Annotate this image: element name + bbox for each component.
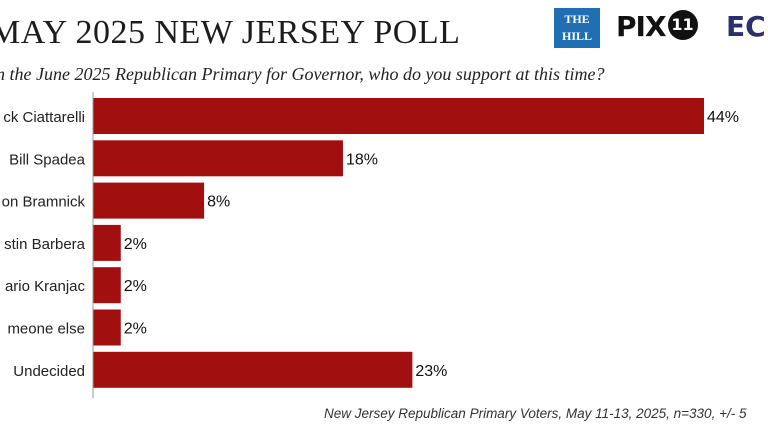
page-title: MAY 2025 NEW JERSEY POLL bbox=[0, 14, 461, 51]
value-label-1: 18% bbox=[346, 151, 378, 168]
category-label-6: Undecided bbox=[13, 363, 85, 380]
emerson-college-logo: EC bbox=[726, 10, 766, 43]
category-label-4: ario Kranjac bbox=[5, 278, 86, 295]
bar-0 bbox=[93, 98, 704, 134]
category-label-2: on Bramnick bbox=[2, 194, 86, 211]
category-label-1: Bill Spadea bbox=[9, 151, 86, 168]
value-label-4: 2% bbox=[124, 278, 147, 295]
bar-5 bbox=[93, 309, 121, 346]
value-label-3: 2% bbox=[124, 236, 147, 253]
category-label-0: ck Ciattarelli bbox=[3, 109, 85, 126]
pix11-logo-circle: 11 bbox=[667, 10, 698, 40]
value-label-6: 23% bbox=[415, 363, 447, 380]
hill-logo-line1: THE bbox=[564, 12, 590, 26]
bar-3 bbox=[93, 224, 121, 261]
poll-question: n the June 2025 Republican Primary for G… bbox=[0, 64, 605, 84]
the-hill-logo: THE HILL bbox=[554, 8, 600, 48]
pix11-logo-text: PIX bbox=[616, 10, 667, 43]
bar-2 bbox=[93, 182, 205, 219]
partner-logos: THE HILL PIX 11 EC bbox=[554, 8, 768, 48]
bar-4 bbox=[93, 267, 121, 304]
bar-1 bbox=[93, 140, 343, 177]
hill-logo-line2: HILL bbox=[561, 29, 592, 43]
category-label-3: stin Barbera bbox=[4, 236, 86, 253]
value-label-0: 44% bbox=[707, 109, 739, 126]
bar-6 bbox=[93, 351, 413, 388]
value-label-2: 8% bbox=[207, 194, 230, 211]
category-label-5: meone else bbox=[7, 321, 85, 338]
pix11-logo: PIX 11 bbox=[616, 10, 698, 43]
value-label-5: 2% bbox=[124, 321, 147, 338]
bar-chart: ck Ciattarelli 44% Bill Spadea 18% on Bramni… bbox=[2, 92, 739, 399]
footnote: New Jersey Republican Primary Voters, Ma… bbox=[324, 406, 747, 421]
